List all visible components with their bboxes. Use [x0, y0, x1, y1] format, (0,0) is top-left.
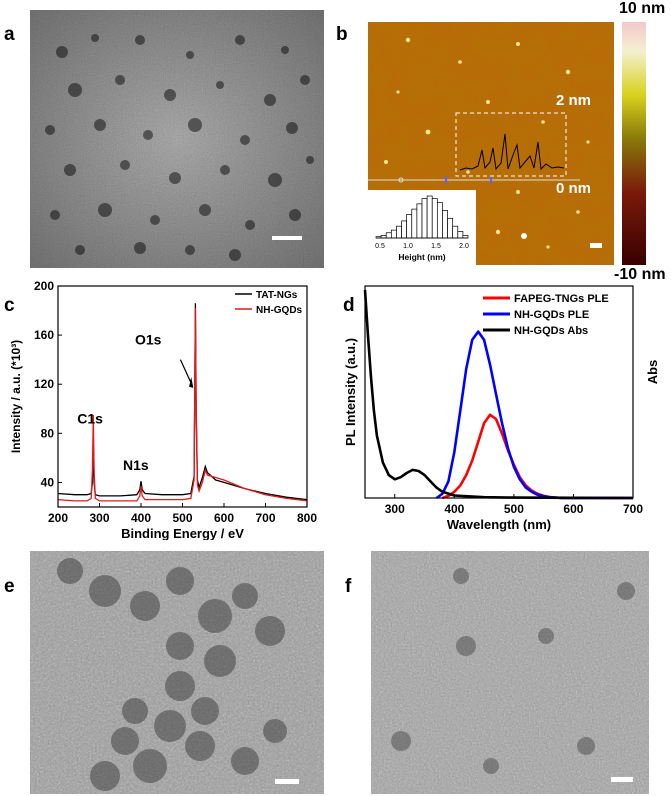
histogram-bar — [390, 229, 397, 239]
series-line-fapeg-tngs-ple — [441, 413, 633, 500]
x-tick-label: 700 — [255, 511, 275, 525]
series-line-nh-gqds — [57, 308, 308, 502]
x-tick-label: 300 — [89, 511, 109, 525]
legend-label: NH-GQDs PLE — [514, 309, 589, 321]
x-tick-label: 500 — [172, 511, 192, 525]
annotation-o1s: O1s — [135, 331, 162, 347]
height-profile-line — [459, 133, 565, 171]
histogram-bar — [431, 198, 438, 239]
legend-label: NH-GQDs — [256, 305, 303, 316]
colorbar-max-label: 10 nm — [619, 0, 666, 17]
x-tick-label: 700 — [623, 502, 643, 516]
y-tick-label: 120 — [34, 377, 54, 391]
histogram-bar — [416, 203, 423, 239]
histogram-bar — [426, 195, 433, 239]
tem-image-a — [30, 10, 324, 268]
histogram-bar — [436, 202, 443, 239]
x-tick-label: 400 — [131, 511, 151, 525]
colorbar-min-label: -10 nm — [614, 266, 666, 283]
histogram-bar — [396, 225, 402, 239]
histogram-xlabel: Height (nm) — [398, 252, 445, 262]
annotation-arrowhead — [189, 376, 194, 388]
panel-label-a: a — [4, 24, 15, 45]
histogram-tick-label: 1.5 — [431, 243, 441, 250]
x-tick-label: 500 — [504, 502, 524, 516]
x-axis-label: Wavelength (nm) — [447, 517, 551, 532]
histogram-bar — [442, 210, 448, 239]
annotation-arrow — [179, 359, 193, 385]
x-tick-label: 800 — [297, 511, 317, 525]
colorbar — [622, 22, 646, 265]
profile-max-label: 2 nm — [556, 92, 592, 109]
x-tick-label: 400 — [444, 502, 464, 516]
y-axis-label: Intensity / a.u. (*10³) — [9, 340, 23, 453]
panel-label-c: c — [4, 295, 15, 316]
legend-label: FAPEG-TNGs PLE — [514, 293, 609, 305]
legend-label: NH-GQDs Abs — [514, 325, 588, 337]
panel-label-d: d — [343, 295, 355, 316]
tem-image-f — [371, 551, 649, 794]
y-axis-label: PL Intensity (a.u.) — [343, 338, 358, 446]
histogram-tick-label: 1.0 — [403, 243, 413, 250]
tem-image-e — [30, 551, 324, 794]
panel-label-e: e — [4, 576, 15, 597]
profile-zero-label: 0 nm — [556, 180, 592, 197]
scale-bar-f — [611, 777, 633, 782]
histogram-bar — [385, 232, 392, 239]
x-axis-label: Binding Energy / eV — [121, 526, 244, 540]
series-line-tat-ngs — [57, 303, 308, 501]
scale-bar-b — [590, 243, 602, 248]
y-tick-label: 40 — [41, 475, 55, 489]
plot-frame — [364, 285, 634, 499]
afm-image-b: 0.5 1.0 1.5 2.0 Height (nm) — [368, 22, 614, 265]
y-axis-label-right: Abs — [645, 360, 660, 385]
histogram-bar — [406, 214, 413, 239]
histogram-tick-label: 0.5 — [375, 243, 385, 250]
x-tick-label: 600 — [563, 502, 583, 516]
xps-chart-c: 200 300 400 500 600 700 800 40 80 120 160 200 Bindin… — [0, 279, 320, 541]
y-tick-label: 80 — [41, 426, 55, 440]
pl-chart-d: 300 400 500 600 700 Wavelength (nm) PL Intensi… — [335, 280, 671, 550]
histogram-bar — [401, 220, 408, 239]
plot-frame — [57, 285, 308, 508]
histogram-tick-label: 2.0 — [459, 243, 469, 250]
histogram-bar — [411, 208, 418, 239]
height-histogram-inset: 0.5 1.0 1.5 2.0 Height (nm) — [368, 190, 476, 265]
y-tick-label: 200 — [34, 280, 54, 293]
scale-bar-e — [275, 779, 299, 784]
histogram-bar — [447, 217, 454, 239]
x-tick-label: 600 — [214, 511, 234, 525]
x-tick-label: 300 — [385, 502, 405, 516]
histogram-bar — [421, 198, 428, 239]
legend-label: TAT-NGs — [256, 290, 298, 301]
panel-label-f: f — [345, 576, 352, 597]
y-tick-label: 160 — [34, 328, 54, 342]
annotation-n1s: N1s — [123, 457, 149, 473]
x-tick-label: 200 — [48, 511, 68, 525]
series-line-nh-gqds-abs — [363, 289, 634, 500]
scale-bar-a — [272, 236, 302, 240]
panel-label-b: b — [336, 24, 348, 45]
histogram-bar — [452, 225, 459, 239]
histogram-bar — [457, 231, 464, 239]
annotation-c1s: C1s — [77, 411, 103, 427]
